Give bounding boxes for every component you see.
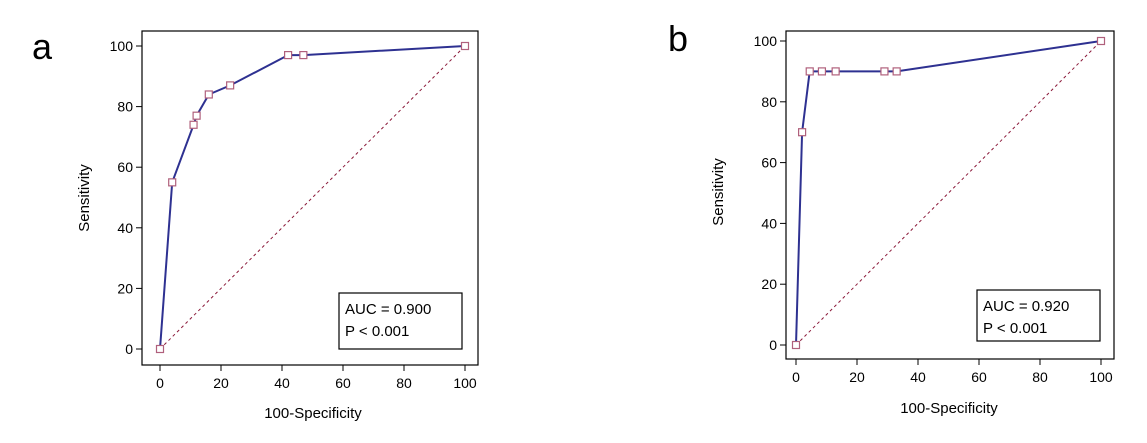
annotation-box [976, 289, 1101, 342]
x-tick-label: 60 [971, 369, 987, 385]
roc-point [192, 111, 201, 120]
x-axis-label: 100-Specificity [900, 400, 998, 417]
roc-point [797, 128, 807, 137]
plot-frame [141, 30, 479, 366]
roc-point [880, 67, 889, 76]
y-tick-label: 20 [761, 276, 777, 292]
annotation-box [338, 292, 463, 350]
plot-frame [785, 30, 1115, 360]
y-tick-label: 40 [117, 220, 133, 236]
x-tick-label: 100 [1089, 369, 1113, 385]
y-tick-label: 0 [125, 341, 133, 357]
panel-label: b [668, 18, 688, 59]
y-axis-label: Sensitivity [710, 158, 727, 226]
p-value-label: P < 0.001 [345, 323, 409, 340]
roc-point [805, 67, 814, 76]
roc-point [831, 67, 840, 76]
x-tick-label: 80 [396, 375, 412, 391]
x-tick-label: 20 [213, 375, 229, 391]
x-tick-label: 80 [1032, 369, 1048, 385]
roc-point [284, 50, 293, 60]
x-tick-label: 40 [274, 375, 290, 391]
auc-label: AUC = 0.920 [983, 298, 1069, 315]
roc-point [168, 178, 177, 187]
x-tick-label: 40 [910, 369, 926, 385]
y-tick-label: 100 [110, 38, 134, 54]
y-tick-label: 0 [769, 337, 777, 353]
x-tick-label: 60 [335, 375, 351, 391]
roc-point [189, 120, 198, 129]
x-tick-label: 100 [453, 375, 477, 391]
roc-point [299, 50, 308, 60]
y-tick-label: 80 [761, 94, 777, 110]
x-tick-label: 0 [156, 375, 164, 391]
roc-point [155, 344, 165, 354]
y-tick-label: 60 [117, 159, 133, 175]
auc-label: AUC = 0.900 [345, 301, 431, 318]
panel-label: a [32, 26, 53, 67]
y-tick-label: 80 [117, 99, 133, 115]
x-tick-label: 20 [849, 369, 865, 385]
roc-point [226, 81, 235, 90]
roc-point [892, 67, 901, 76]
y-tick-label: 60 [761, 155, 777, 171]
roc-point [1096, 36, 1106, 46]
roc-point [204, 90, 213, 99]
panel-a: 0 20 40 60 80 100 0 20 40 60 80 100 100-Specificity S… [32, 26, 479, 422]
roc-point [791, 340, 801, 350]
panel-b: 0 20 40 60 80 100 0 20 40 60 80 100 100-Specificity S… [668, 18, 1115, 417]
y-tick-label: 20 [117, 280, 133, 296]
x-tick-label: 0 [792, 369, 800, 385]
y-axis-label: Sensitivity [76, 164, 93, 232]
x-axis-label: 100-Specificity [264, 405, 362, 422]
y-tick-label: 40 [761, 215, 777, 231]
roc-point [817, 67, 827, 76]
y-tick-label: 100 [754, 33, 778, 49]
p-value-label: P < 0.001 [983, 320, 1047, 337]
roc-point [460, 41, 470, 51]
